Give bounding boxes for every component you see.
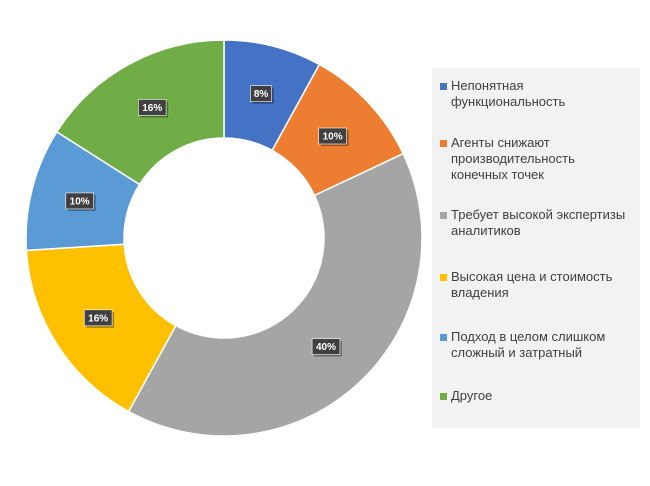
legend-item: Другое (440, 388, 634, 404)
legend-item: Требует высокой экспертизы аналитиков (440, 207, 634, 239)
legend-label: Высокая цена и стоимость владения (451, 269, 613, 300)
legend-label: Непонятная функциональность (451, 78, 566, 109)
chart-legend: Непонятная функциональность Агенты снижаю… (432, 68, 640, 428)
legend-item: Подход в целом слишком сложный и затратн… (440, 329, 634, 361)
data-label: 8% (250, 85, 274, 104)
data-label: 16% (138, 99, 169, 118)
data-label: 10% (65, 192, 96, 211)
legend-item: Высокая цена и стоимость владения (440, 269, 634, 301)
legend-label: Другое (451, 388, 493, 403)
legend-swatch (440, 140, 447, 147)
legend-swatch (440, 393, 447, 400)
legend-swatch (440, 83, 447, 90)
legend-item: Непонятная функциональность (440, 78, 634, 110)
data-label-text: 10% (70, 196, 90, 207)
data-label: 40% (311, 338, 342, 357)
data-label-text: 8% (254, 89, 269, 100)
legend-label: Агенты снижают производительность конечн… (451, 135, 575, 182)
data-label-text: 40% (316, 342, 336, 353)
data-label: 16% (83, 309, 115, 328)
data-label-text: 10% (323, 132, 343, 143)
donut-slice (127, 152, 423, 437)
data-label-text: 16% (88, 313, 108, 324)
legend-label: Требует высокой экспертизы аналитиков (451, 207, 626, 238)
legend-swatch (440, 334, 447, 341)
legend-swatch (440, 212, 447, 219)
data-label: 10% (318, 127, 349, 147)
data-label-text: 16% (142, 103, 162, 114)
legend-swatch (440, 274, 447, 281)
legend-item: Агенты снижают производительность конечн… (440, 135, 634, 183)
legend-label: Подход в целом слишком сложный и затратн… (451, 329, 606, 360)
